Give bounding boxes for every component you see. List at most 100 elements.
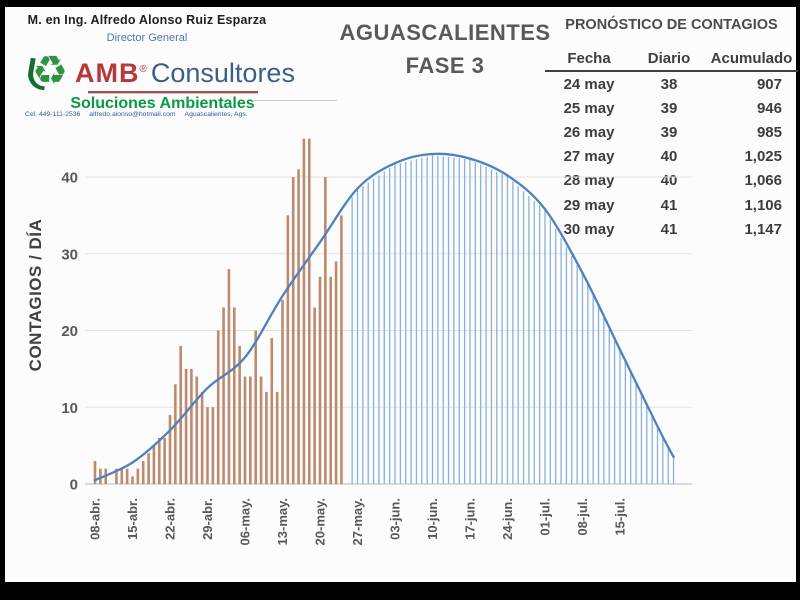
table-row: 30 may 41 1,147 — [545, 217, 798, 241]
daily-bar — [115, 468, 118, 484]
brand-consultores: Consultores — [150, 58, 295, 88]
brand-text: AMB® Consultores — [75, 55, 295, 88]
daily-bar — [307, 138, 311, 484]
daily-bar — [125, 468, 129, 484]
x-tick-label: 15-abr. — [125, 498, 140, 540]
registered-mark-icon: ® — [139, 64, 147, 75]
brand-amb: AMB — [75, 58, 140, 88]
person-role: Director General — [106, 32, 188, 44]
daily-bar — [157, 437, 161, 484]
daily-bar — [232, 307, 236, 484]
acumulado-cell: 985 — [756, 123, 782, 141]
title-line1: AGUASCALIENTES — [339, 20, 551, 45]
contagion-chart: 0 10 20 30 40 08-abr. 15-abr. 22-abr. 29-abr. 06-… — [61, 138, 692, 545]
fecha-cell: 25 may — [563, 99, 615, 117]
daily-bar — [286, 215, 290, 484]
daily-bar — [216, 330, 220, 484]
x-tick-label: 01-jul. — [538, 498, 553, 536]
acumulado-cell: 1,106 — [744, 196, 782, 214]
slide: M. en Ing. Alfredo Alonso Ruiz Esparza D… — [5, 7, 798, 582]
person-name: M. en Ing. Alfredo Alonso Ruiz Esparza — [27, 13, 267, 27]
daily-bar — [334, 261, 338, 484]
daily-bar — [318, 276, 322, 484]
contact-row: Cel. 449-111-2536 alfredo.alonso@hotmail… — [25, 111, 285, 118]
forecast-table: PRONÓSTICO DE CONTAGIOS Fecha Diario Acu… — [545, 17, 798, 241]
acumulado-cell: 1,147 — [744, 220, 782, 238]
y-tick-label: 40 — [61, 170, 78, 187]
col-header-diario: Diario — [647, 50, 691, 67]
col-header-acumulado: Acumulado — [710, 50, 793, 67]
daily-bar — [195, 376, 199, 484]
decorative-line — [252, 100, 337, 101]
y-tick-label: 10 — [61, 400, 78, 417]
daily-bar — [281, 299, 284, 484]
daily-bar — [120, 468, 124, 484]
y-tick-label: 20 — [61, 323, 78, 340]
daily-bar — [206, 407, 209, 484]
daily-bar — [99, 468, 102, 484]
forecast-table-title: PRONÓSTICO DE CONTAGIOS — [565, 17, 778, 33]
contact-email: alfredo.alonso@hotmail.com — [89, 111, 176, 118]
daily-bars — [93, 138, 343, 484]
fecha-cell: 24 may — [563, 75, 615, 93]
daily-bar — [136, 468, 140, 484]
forecast-curve — [93, 152, 675, 482]
y-tick-label: 30 — [61, 246, 78, 263]
table-row: 25 may 39 946 — [545, 96, 798, 120]
forecast-needles — [351, 155, 675, 484]
daily-bar — [329, 276, 333, 484]
diario-cell: 41 — [660, 196, 678, 214]
daily-bar — [302, 138, 306, 484]
x-tick-label: 08-jul. — [575, 498, 590, 536]
x-tick-label: 29-abr. — [200, 498, 215, 540]
contact-city: Aguascalientes, Ags. — [184, 111, 248, 118]
fecha-cell: 26 may — [563, 123, 615, 141]
daily-bar — [265, 391, 268, 484]
x-tick-label: 13-may. — [275, 498, 290, 545]
daily-bar — [211, 407, 215, 484]
daily-bar — [174, 384, 177, 484]
brand-underline — [88, 91, 258, 94]
diario-cell: 39 — [660, 123, 678, 141]
x-tick-label: 20-may. — [313, 498, 328, 545]
acumulado-cell: 1,025 — [744, 148, 782, 166]
daily-bar — [184, 368, 188, 484]
x-tick-label: 06-may. — [238, 498, 253, 545]
daily-bar — [259, 376, 263, 484]
daily-bar — [238, 345, 241, 484]
daily-bar — [291, 177, 295, 484]
diario-cell: 38 — [660, 75, 678, 93]
daily-bar — [93, 460, 97, 484]
brand-tagline: Soluciones Ambientales — [70, 95, 255, 112]
table-row: 26 may 39 985 — [545, 120, 798, 144]
acumulado-cell: 946 — [756, 99, 782, 117]
daily-bar — [275, 391, 279, 484]
daily-bar — [243, 376, 247, 484]
fecha-cell: 30 may — [563, 220, 615, 238]
x-tick-label: 17-jun. — [463, 498, 478, 540]
y-tick-label: 0 — [70, 477, 78, 494]
x-tick-label: 15-jul. — [613, 498, 628, 536]
daily-bar — [249, 376, 252, 484]
daily-bar — [163, 437, 166, 484]
table-row: 27 may 40 1,025 — [545, 145, 798, 169]
daily-bar — [152, 445, 156, 484]
company-logo: ♻ AMB® Consultores — [25, 49, 295, 95]
x-tick-label: 03-jun. — [388, 498, 403, 540]
col-header-fecha: Fecha — [567, 50, 611, 67]
acumulado-cell: 1,066 — [744, 172, 782, 190]
daily-bar — [131, 476, 134, 484]
daily-bar — [324, 177, 327, 484]
fecha-cell: 29 may — [563, 196, 615, 214]
daily-bar — [190, 368, 193, 484]
diario-cell: 41 — [660, 220, 678, 238]
table-body: 24 may 38 907 25 may 39 946 26 may 39 985 27 may 4… — [545, 72, 798, 241]
x-tick-label: 27-may. — [350, 498, 365, 545]
diario-cell: 39 — [660, 99, 678, 117]
daily-bar — [147, 453, 150, 484]
daily-bar — [270, 338, 274, 484]
y-axis-labels: 0 10 20 30 40 — [61, 170, 78, 494]
contact-phone: Cel. 449-111-2536 — [25, 111, 81, 118]
recycle-icon: ♻ — [25, 49, 73, 95]
x-tick-label: 10-jun. — [425, 498, 440, 540]
